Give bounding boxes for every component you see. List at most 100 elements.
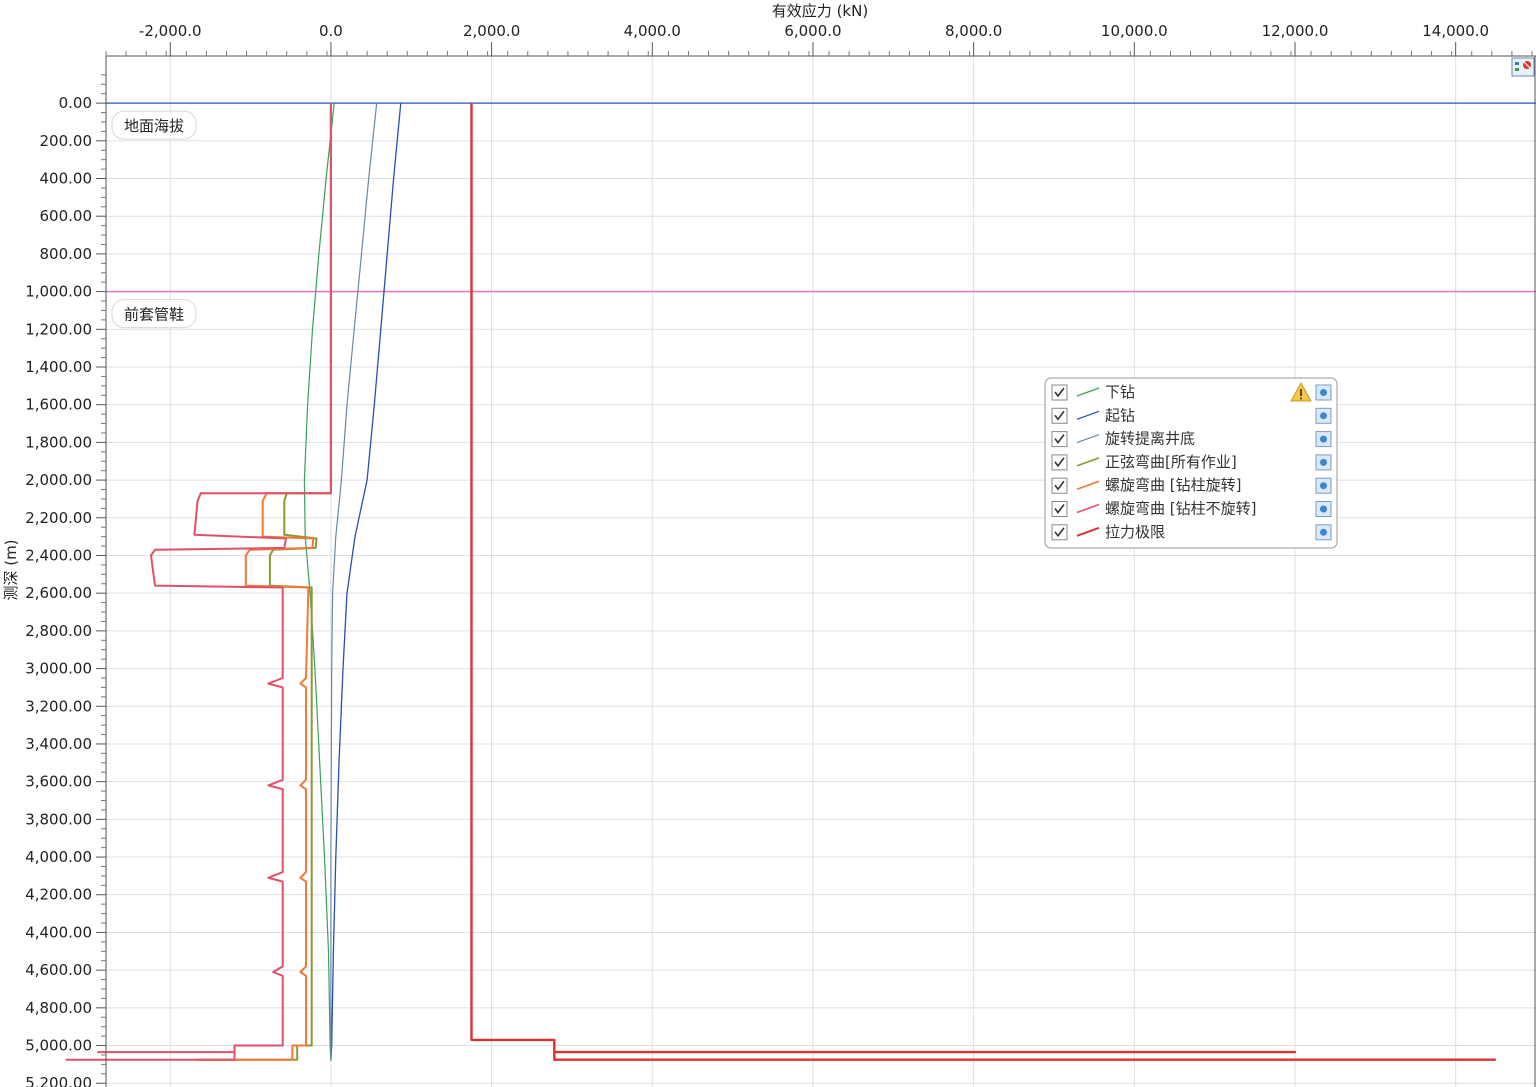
y-tick-label: 2,600.00 [25,584,92,602]
x-tick-label: -2,000.0 [139,22,202,40]
y-tick-label: 400.00 [40,170,93,188]
legend-swatch [1076,526,1100,537]
legend-swatch [1076,503,1100,514]
x-tick-label: 14,000.0 [1422,22,1489,40]
y-tick-label: 5,200.00 [25,1074,92,1087]
y-tick-label: 3,600.00 [25,773,92,791]
legend-label: 正弦弯曲[所有作业] [1105,453,1237,471]
legend-item[interactable]: 拉力极限 [1051,523,1332,541]
legend-checkbox[interactable] [1051,407,1068,424]
series-lines[interactable] [65,103,1496,1061]
legend-swatch [1076,387,1100,397]
series-settings-icon[interactable] [1315,501,1332,517]
y-tick-label: 2,400.00 [25,546,92,564]
check-icon [1054,457,1065,468]
legend-swatch [1076,434,1100,444]
series-settings-icon[interactable] [1315,384,1332,401]
y-tick-label: 200.00 [40,132,93,150]
x-tick-label: 4,000.0 [624,22,681,40]
legend-checkbox[interactable] [1051,454,1068,471]
check-icon [1054,527,1065,538]
y-tick-label: 2,200.00 [25,509,92,527]
legend-item[interactable]: 正弦弯曲[所有作业] [1051,453,1332,471]
marker-label-text: 前套管鞋 [124,306,184,324]
legend-item[interactable]: 下钻 [1051,381,1332,402]
legend-label: 拉力极限 [1105,523,1165,541]
series-settings-icon[interactable] [1315,524,1332,541]
warning-icon[interactable] [1290,381,1312,402]
legend-label: 下钻 [1105,383,1135,401]
legend-item[interactable]: 螺旋弯曲 [钻柱不旋转] [1051,500,1332,518]
x-tick-label: 2,000.0 [463,22,520,40]
check-icon [1054,410,1065,421]
legend-label: 旋转提离井底 [1105,430,1195,448]
x-tick-label: 0.0 [319,22,343,40]
y-tick-label: 1,000.00 [25,283,92,301]
series-line-5[interactable] [65,103,332,1061]
series-settings-icon[interactable] [1315,431,1332,448]
y-tick-label: 1,200.00 [25,320,92,338]
y-tick-label: 3,200.00 [25,697,92,715]
legend-swatch [1076,457,1100,467]
check-icon [1054,504,1065,514]
legend-checkbox[interactable] [1051,431,1068,448]
legend-label: 起钻 [1105,406,1135,424]
y-tick-label: 5,000.00 [25,1037,92,1055]
chart-options-icon[interactable] [1511,57,1535,77]
series-line-2[interactable] [330,103,378,1061]
series-line-6[interactable] [470,103,1496,1061]
check-icon [1054,480,1065,491]
y-tick-label: 3,000.00 [25,660,92,678]
y-tick-label: 1,800.00 [25,433,92,451]
legend-label: 螺旋弯曲 [钻柱不旋转] [1105,500,1256,518]
marker-label-text: 地面海拔 [124,117,184,135]
legend-checkbox[interactable] [1051,477,1068,494]
legend-label: 螺旋弯曲 [钻柱旋转] [1105,476,1241,494]
y-tick-label: 4,600.00 [25,961,92,979]
y-tick-label: 4,000.00 [25,848,92,866]
y-tick-label: 2,000.00 [25,471,92,489]
series-settings-icon[interactable] [1315,454,1332,471]
y-tick-label: 4,400.00 [25,923,92,941]
y-tick-label: 4,800.00 [25,999,92,1017]
legend-checkbox[interactable] [1051,501,1068,517]
marker-label-box [111,299,197,329]
axes: -2,000.0 0.0 2,000.0 4,000.0 6,000.0 8,000.0 1… [25,22,1536,1087]
y-tick-label: 3,400.00 [25,735,92,753]
y-axis-title: 测深 (m) [2,539,20,600]
series-line-0[interactable] [303,103,335,1061]
legend-swatch [1076,480,1100,490]
legend-checkbox[interactable] [1051,524,1068,541]
marker-label-box [111,110,197,140]
check-icon [1054,387,1065,398]
y-tick-label: 1,400.00 [25,358,92,376]
x-tick-label: 12,000.0 [1262,22,1329,40]
legend-checkbox[interactable] [1051,384,1068,401]
legend-item[interactable]: 旋转提离井底 [1051,430,1332,448]
legend-item[interactable]: 螺旋弯曲 [钻柱旋转] [1051,476,1332,494]
depth-marker-label: 地面海拔 [111,110,197,140]
x-tick-label: 10,000.0 [1101,22,1168,40]
depth-marker-label: 前套管鞋 [111,299,197,329]
x-tick-label: 8,000.0 [945,22,1002,40]
y-tick-label: 2,800.00 [25,622,92,640]
legend-swatch [1076,410,1100,420]
series-settings-icon[interactable] [1315,477,1332,494]
x-axis-title: 有效应力 (kN) [772,2,868,20]
y-tick-label: 4,200.00 [25,886,92,904]
series-line-1[interactable] [330,103,402,1061]
y-tick-label: 0.00 [59,94,92,112]
legend-item[interactable]: 起钻 [1051,406,1332,424]
series-settings-icon[interactable] [1315,407,1332,424]
y-tick-label: 1,600.00 [25,396,92,414]
y-tick-label: 800.00 [40,245,93,263]
y-tick-label: 600.00 [40,207,93,225]
check-icon [1054,434,1065,444]
plot-background [106,56,1536,1087]
y-tick-label: 3,800.00 [25,810,92,828]
legend-box [1044,377,1338,549]
x-tick-label: 6,000.0 [784,22,841,40]
